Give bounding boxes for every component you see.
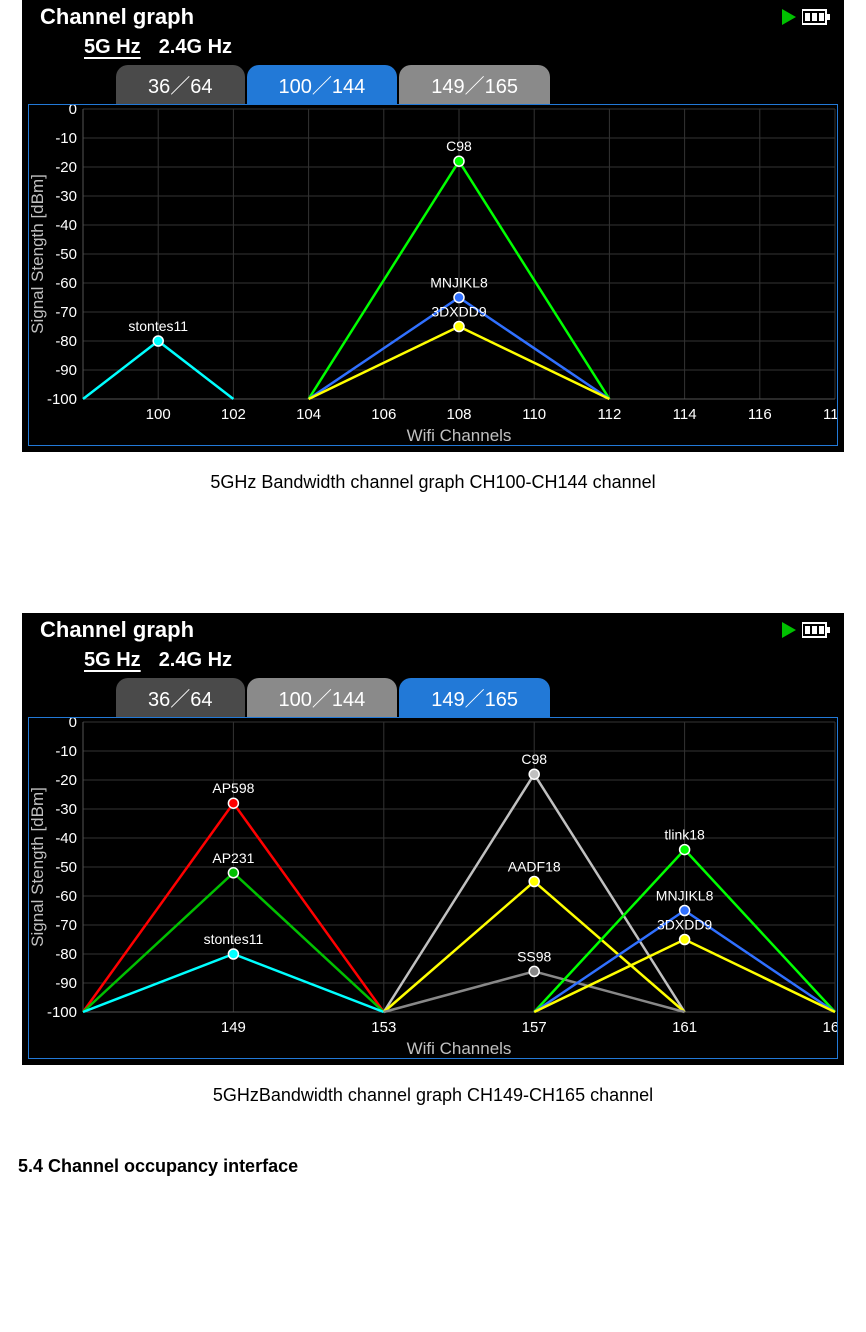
svg-text:-90: -90 [55, 975, 77, 992]
svg-text:116: 116 [748, 406, 772, 423]
svg-text:-40: -40 [55, 830, 77, 847]
band-tab-24ghz[interactable]: 2.4G Hz [159, 36, 232, 59]
range-tab-149-165[interactable]: 149／165 [399, 65, 550, 104]
svg-text:-50: -50 [55, 246, 77, 263]
svg-text:165: 165 [822, 1019, 837, 1036]
svg-text:SS98: SS98 [517, 948, 551, 964]
svg-text:104: 104 [296, 406, 321, 423]
status-icons [782, 622, 830, 638]
svg-text:AP231: AP231 [212, 850, 254, 866]
screen-title: Channel graph [40, 4, 194, 30]
svg-text:-70: -70 [55, 917, 77, 934]
section-heading: 5.4 Channel occupancy interface [0, 1116, 866, 1187]
svg-text:-70: -70 [55, 304, 77, 321]
band-tab-24ghz[interactable]: 2.4G Hz [159, 649, 232, 672]
svg-text:-50: -50 [55, 859, 77, 876]
band-tab-5ghz[interactable]: 5G Hz [84, 649, 141, 672]
svg-text:-80: -80 [55, 333, 77, 350]
svg-text:-100: -100 [47, 1004, 77, 1021]
band-tabs: 5G Hz 2.4G Hz [22, 32, 844, 65]
svg-text:3DXDD9: 3DXDD9 [657, 917, 712, 933]
svg-text:AP598: AP598 [212, 780, 254, 796]
caption-1: 5GHz Bandwidth channel graph CH100-CH144… [0, 452, 866, 503]
svg-text:161: 161 [672, 1019, 697, 1036]
svg-text:114: 114 [673, 406, 697, 423]
svg-text:-20: -20 [55, 159, 77, 176]
svg-text:-20: -20 [55, 772, 77, 789]
range-tab-100-144[interactable]: 100／144 [247, 678, 398, 717]
svg-text:-10: -10 [55, 743, 77, 760]
svg-text:AADF18: AADF18 [508, 859, 561, 875]
status-icons [782, 9, 830, 25]
svg-text:-80: -80 [55, 946, 77, 963]
svg-text:stontes11: stontes11 [128, 318, 188, 334]
svg-text:110: 110 [522, 406, 546, 423]
svg-text:MNJIKL8: MNJIKL8 [430, 275, 488, 291]
svg-text:0: 0 [69, 105, 77, 118]
svg-text:102: 102 [221, 406, 246, 423]
svg-text:0: 0 [69, 718, 77, 731]
svg-text:C98: C98 [446, 138, 472, 154]
svg-text:106: 106 [371, 406, 396, 423]
play-icon [782, 622, 798, 638]
svg-text:157: 157 [522, 1019, 547, 1036]
svg-text:-40: -40 [55, 217, 77, 234]
channel-graph-screenshot-1: Channel graph 5G Hz 2.4G Hz 36／64 100／14… [22, 0, 844, 452]
svg-text:-60: -60 [55, 275, 77, 292]
svg-text:3DXDD9: 3DXDD9 [431, 304, 486, 320]
svg-text:Wifi Channels: Wifi Channels [407, 426, 512, 445]
chart-area-1: 0 -10 -20 -30 -40 -50 -60 -70 -80 -90 -100 100 102 10… [28, 104, 838, 446]
caption-2: 5GHzBandwidth channel graph CH149-CH165 … [0, 1065, 866, 1116]
range-tab-100-144[interactable]: 100／144 [247, 65, 398, 104]
range-tab-149-165[interactable]: 149／165 [399, 678, 550, 717]
svg-text:-60: -60 [55, 888, 77, 905]
chart-area-2: 0 -10 -20 -30 -40 -50 -60 -70 -80 -90 -100 149 153 15… [28, 717, 838, 1059]
svg-text:MNJIKL8: MNJIKL8 [656, 888, 714, 904]
svg-text:stontes11: stontes11 [204, 931, 264, 947]
chart-svg-1: 0 -10 -20 -30 -40 -50 -60 -70 -80 -90 -100 100 102 10… [29, 105, 837, 445]
range-tabs: 36／64 100／144 149／165 [22, 678, 844, 717]
svg-text:-90: -90 [55, 362, 77, 379]
screen-title: Channel graph [40, 617, 194, 643]
svg-text:100: 100 [146, 406, 171, 423]
svg-text:Signal Stength [dBm]: Signal Stength [dBm] [29, 787, 47, 947]
band-tab-5ghz[interactable]: 5G Hz [84, 36, 141, 59]
svg-text:118: 118 [823, 406, 837, 423]
range-tab-36-64[interactable]: 36／64 [116, 65, 245, 104]
svg-text:-30: -30 [55, 801, 77, 818]
play-icon [782, 9, 798, 25]
svg-text:153: 153 [371, 1019, 396, 1036]
svg-text:-100: -100 [47, 391, 77, 408]
svg-text:149: 149 [221, 1019, 246, 1036]
channel-graph-screenshot-2: Channel graph 5G Hz 2.4G Hz 36／64 100／14… [22, 613, 844, 1065]
battery-icon [802, 622, 830, 638]
svg-text:C98: C98 [521, 751, 547, 767]
svg-text:108: 108 [446, 406, 471, 423]
range-tab-36-64[interactable]: 36／64 [116, 678, 245, 717]
range-tabs: 36／64 100／144 149／165 [22, 65, 844, 104]
svg-text:112: 112 [597, 406, 621, 423]
svg-text:-10: -10 [55, 130, 77, 147]
svg-text:Wifi Channels: Wifi Channels [407, 1039, 512, 1058]
svg-text:Signal Stength [dBm]: Signal Stength [dBm] [29, 174, 47, 334]
battery-icon [802, 9, 830, 25]
band-tabs: 5G Hz 2.4G Hz [22, 645, 844, 678]
chart-svg-2: 0 -10 -20 -30 -40 -50 -60 -70 -80 -90 -100 149 153 15… [29, 718, 837, 1058]
svg-text:tlink18: tlink18 [664, 827, 705, 843]
svg-text:-30: -30 [55, 188, 77, 205]
